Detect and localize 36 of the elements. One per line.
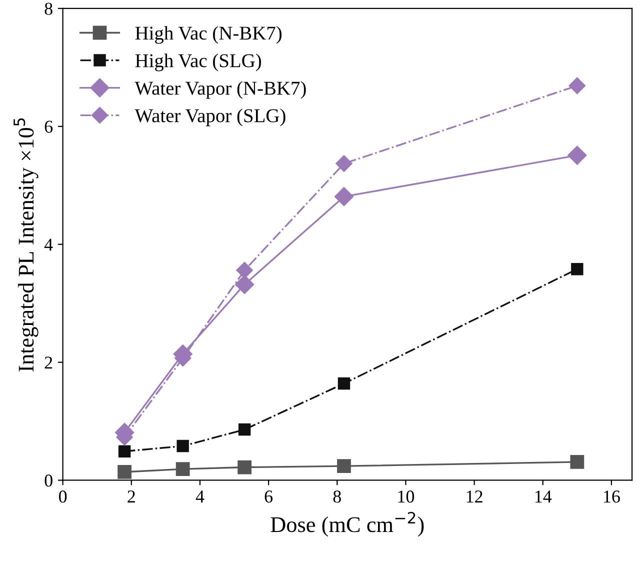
x-tick-label: 8 — [333, 490, 341, 503]
point — [236, 262, 253, 279]
point — [338, 377, 350, 390]
point — [571, 263, 584, 276]
x-tick-label: 14 — [535, 490, 552, 502]
legend-label: Water Vapor (N-BK7) — [134, 81, 306, 99]
point — [238, 423, 251, 436]
point — [568, 146, 587, 165]
point — [176, 462, 190, 476]
x-axis-title: Dose (mC cm$^{−2}$) — [270, 512, 424, 537]
point — [570, 455, 584, 469]
point — [118, 445, 131, 458]
legend-label: High Vac (SLG) — [135, 54, 261, 72]
point — [235, 274, 254, 294]
y-axis-title: Integrated PL Intensity ×10$^{5}$ — [14, 118, 38, 372]
y-tick-label: 2 — [44, 356, 52, 369]
point — [568, 77, 586, 94]
x-tick-label: 12 — [466, 490, 482, 502]
y-tick-label: 4 — [44, 238, 53, 251]
legend-label: High Vac (N-BK7) — [135, 26, 282, 44]
legend-label: Water Vapor (SLG) — [134, 108, 286, 126]
y-tick-label: 0 — [44, 474, 52, 487]
y-tick-label: 6 — [44, 120, 53, 133]
point — [336, 155, 352, 172]
x-tick-label: 10 — [398, 490, 414, 503]
y-tick-label: 8 — [44, 2, 52, 15]
x-tick-label: 2 — [128, 490, 135, 502]
point — [334, 187, 354, 206]
point — [118, 465, 132, 479]
point — [238, 460, 252, 474]
x-tick-label: 6 — [264, 490, 273, 503]
x-tick-label: 4 — [196, 490, 204, 502]
point — [337, 459, 351, 474]
point — [176, 440, 189, 452]
x-tick-label: 16 — [604, 490, 620, 503]
x-tick-label: 0 — [58, 490, 67, 503]
